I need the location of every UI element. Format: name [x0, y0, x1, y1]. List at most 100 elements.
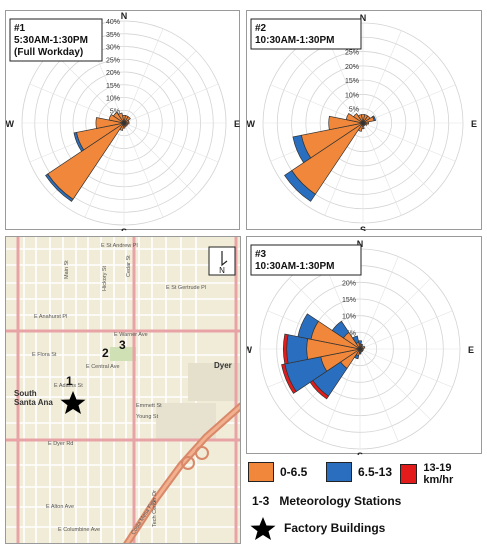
grid-spoke [359, 348, 453, 388]
legend-stations: 1-3 Meteorology Stations [252, 494, 401, 508]
chart-title-box [9, 18, 103, 62]
wind-wedge [45, 173, 74, 202]
street-label: E St Andrew Pl [101, 243, 138, 249]
grid-spoke [123, 28, 164, 124]
r-tick-label: 35% [106, 32, 120, 39]
r-tick-label: 15% [106, 83, 120, 90]
wind-wedge [283, 333, 289, 365]
compass-label-e: E [234, 119, 240, 129]
street-map: N E St Andrew Pl E St Gertrude Pl E Anah… [6, 237, 240, 543]
grid-spoke [51, 50, 125, 124]
legend-label: 0-6.5 [280, 465, 308, 479]
compass-label-n: N [357, 239, 364, 249]
r-tick-label: 25% [345, 50, 359, 57]
chart-title-line: #1 [14, 23, 26, 34]
north-label: N [219, 266, 225, 275]
grid-spoke [321, 348, 361, 442]
wind-wedge [297, 313, 319, 340]
chart-title-line: 5:30AM-1:30PM [14, 35, 88, 46]
r-tick-label: 25% [106, 57, 120, 64]
street-label: E Flora St [32, 352, 57, 358]
compass-label-s: S [360, 225, 366, 231]
grid-spoke [84, 122, 125, 218]
r-tick-label: 10% [106, 96, 120, 103]
wind-wedge [117, 112, 125, 124]
grid-spoke [123, 122, 219, 163]
park-area [110, 347, 136, 361]
compass-label-s: S [357, 451, 363, 455]
street-label: E Dyer Rd [48, 441, 73, 447]
grid-spoke [362, 122, 434, 194]
grid-spoke [362, 122, 456, 162]
r-tick-label: 10% [345, 92, 359, 99]
grid-spoke [123, 83, 219, 124]
chart-title-line: #2 [255, 23, 267, 34]
wind-rose-1: 5% 10% 15% 20% 25% 30% 35% 40%N E S W #15:30AM-1:30… [6, 11, 241, 237]
street-label: E Anahurst Pl [34, 314, 67, 320]
compass-label-w: W [247, 119, 256, 129]
wind-wedge [284, 170, 316, 202]
street-label: E Columbine Ave [58, 527, 100, 533]
grid-spoke [359, 348, 399, 442]
compass-label-e: E [471, 119, 477, 129]
wind-wedge [123, 116, 131, 124]
legend-swatch-orange [248, 462, 274, 482]
r-tick-label: 10% [342, 314, 356, 321]
chart-title-line: 10:30AM-1:30PM [255, 261, 334, 272]
grid-spoke [362, 122, 402, 216]
wind-wedge [73, 132, 85, 152]
grid-spoke [362, 52, 434, 124]
legend-stations-text: 1-3 Meteorology Stations [252, 494, 402, 508]
street-label: Tech Center Dr [152, 490, 158, 527]
r-tick-label: 40% [106, 19, 120, 26]
legend-label: 13-19 km/hr [423, 462, 454, 486]
r-tick-label: 5% [110, 108, 120, 115]
north-arrow-icon [221, 251, 228, 267]
wind-wedge [359, 345, 366, 350]
street-label: E Adams St [54, 383, 83, 389]
industrial-block [188, 363, 240, 401]
grid-spoke [359, 348, 431, 420]
street-label: E Alton Ave [46, 504, 74, 510]
grid-spoke [362, 84, 456, 124]
grid-spoke [123, 122, 164, 218]
grid-spoke [359, 310, 453, 350]
wind-wedge [357, 114, 364, 124]
wind-wedge [281, 363, 297, 394]
place-label-santa-ana: Santa Ana [14, 398, 53, 407]
place-label-dyer: Dyer [214, 361, 232, 370]
place-label-south: South [14, 389, 37, 398]
street-label: E St Gertrude Pl [166, 285, 206, 291]
legend-item: 6.5-13 [326, 462, 392, 482]
compass-label-w: W [247, 345, 253, 355]
compass-label-e: E [468, 345, 474, 355]
station-label-3: 3 [119, 338, 126, 352]
wind-wedge [112, 111, 125, 124]
chart-title-line: 10:30AM-1:30PM [255, 35, 334, 46]
street-label: Hickory St [102, 265, 108, 291]
r-tick-label: 15% [345, 78, 359, 85]
wind-wedge [328, 115, 364, 131]
wind-wedge [353, 113, 364, 124]
street-label: E Warner Ave [114, 332, 148, 338]
wind-wedge [372, 115, 377, 122]
compass-label-s: S [121, 227, 127, 231]
star-icon [250, 517, 276, 540]
grid-spoke [362, 30, 402, 124]
r-tick-label: 20% [342, 280, 356, 287]
legend-swatch-red [400, 464, 418, 484]
r-tick-label: 20% [345, 64, 359, 71]
r-tick-label: 15% [342, 297, 356, 304]
map-panel: N E St Andrew Pl E St Gertrude Pl E Anah… [5, 236, 241, 544]
station-label-1: 1 [66, 374, 73, 388]
legend-label: 6.5-13 [358, 465, 393, 479]
legend-item: 13-19 km/hr [400, 462, 482, 486]
grid-spoke [123, 122, 197, 196]
grid-spoke [359, 278, 431, 350]
compass-label-w: W [6, 119, 15, 129]
compass-label-n: N [360, 13, 367, 23]
